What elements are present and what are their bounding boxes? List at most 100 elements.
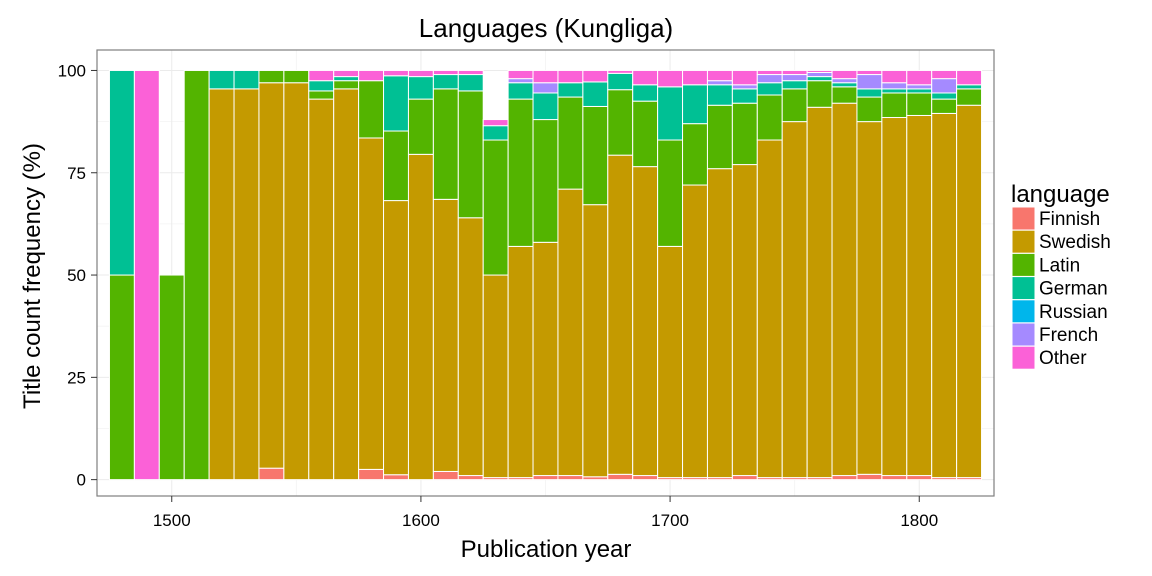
legend-swatch-finnish — [1011, 206, 1036, 231]
bar-segment-latin — [158, 274, 185, 481]
bar-segment-swedish — [308, 98, 335, 481]
bar-segment-finnish — [358, 468, 385, 481]
bar-segment-german — [682, 84, 708, 125]
bar-segment-other — [682, 69, 708, 86]
bar-segment-finnish — [632, 475, 659, 481]
bar-segment-other — [333, 69, 360, 78]
bar-segment-german — [208, 69, 235, 90]
bar-segment-french — [931, 78, 958, 94]
bar-segment-other — [906, 69, 933, 86]
bar-segment-swedish — [208, 88, 235, 481]
x-axis-title: Publication year — [461, 536, 632, 563]
bar-segment-swedish — [607, 154, 634, 475]
bar-segment-latin — [108, 274, 135, 481]
legend-title: language — [1011, 181, 1110, 208]
bar-segment-french — [856, 74, 883, 90]
bar-segment-finnish — [906, 475, 933, 481]
bar-segment-latin — [706, 104, 733, 170]
y-tick-label: 0 — [77, 471, 86, 490]
bar-segment-other — [308, 69, 335, 82]
bar-segment-german — [906, 88, 933, 94]
bar-segment-swedish — [731, 164, 758, 477]
y-tick-label: 50 — [67, 266, 86, 285]
bar-segment-swedish — [682, 184, 708, 479]
legend-label-other: Other — [1039, 348, 1087, 369]
bar-segment-finnish — [856, 473, 883, 481]
bar-segment-german — [582, 81, 609, 107]
panel-border — [96, 49, 995, 497]
bar-segment-german — [632, 84, 659, 102]
bar-segment-german — [931, 92, 958, 100]
bar-segment-french — [806, 72, 833, 78]
bar-segment-german — [956, 84, 983, 90]
bar-segment-german — [756, 82, 783, 96]
bar-segment-finnish — [258, 467, 285, 481]
bar-segment-french — [906, 84, 933, 90]
bar-segment-other — [806, 69, 833, 74]
bars — [108, 69, 983, 481]
bar-segment-german — [607, 72, 634, 91]
bar-segment-swedish — [457, 217, 484, 477]
bar-segment-swedish — [258, 82, 285, 469]
bar-segment-latin — [183, 69, 210, 481]
legend-swatch-russian — [1011, 299, 1036, 324]
bar-segment-swedish — [482, 274, 509, 479]
bar-segment-latin — [557, 96, 584, 190]
bar-segment-swedish — [532, 241, 559, 477]
y-axis: 0 25 50 75 100 — [58, 61, 97, 490]
bar-segment-german — [383, 75, 409, 132]
bar-segment-german — [781, 80, 808, 90]
legend-swatch-latin — [1011, 252, 1036, 277]
bar-segment-latin — [931, 98, 958, 114]
bar-segment-german — [482, 125, 509, 141]
legend-label-french: French — [1039, 325, 1098, 346]
bar-segment-french — [781, 74, 808, 82]
y-tick-label: 75 — [67, 164, 86, 183]
bar-segment-other — [781, 69, 808, 76]
bar-segment-latin — [657, 139, 684, 247]
bar-segment-german — [308, 80, 335, 92]
bar-segment-other — [432, 69, 459, 76]
bar-segment-latin — [806, 80, 833, 108]
bar-segment-swedish — [632, 166, 659, 477]
bar-segment-latin — [682, 123, 708, 186]
bar-segment-latin — [582, 105, 609, 206]
x-tick-label: 1600 — [402, 511, 440, 530]
bar-segment-other — [881, 69, 908, 84]
bar-segment-latin — [383, 130, 409, 202]
bar-segment-latin — [781, 88, 808, 123]
bar-segment-other — [956, 69, 983, 86]
bar-segment-swedish — [383, 200, 409, 476]
bar-segment-latin — [258, 69, 285, 84]
bar-segment-german — [532, 92, 559, 121]
bar-segment-swedish — [557, 188, 584, 477]
bar-segment-latin — [532, 119, 559, 243]
bar-segment-other — [133, 69, 160, 481]
bar-segment-german — [233, 69, 260, 90]
bar-segment-finnish — [557, 475, 584, 481]
bar-segment-german — [507, 82, 534, 100]
bar-segment-swedish — [233, 88, 260, 481]
y-tick-label: 25 — [67, 368, 86, 387]
bar-segment-german — [407, 76, 434, 100]
bar-segment-finnish — [432, 470, 459, 481]
bar-segment-german — [557, 82, 584, 98]
bar-segment-german — [333, 76, 360, 82]
bar-segment-latin — [308, 90, 335, 100]
bar-segment-french — [831, 78, 858, 84]
bar-segment-latin — [333, 80, 360, 90]
bar-segment-finnish — [731, 475, 758, 481]
legend-label-swedish: Swedish — [1039, 232, 1111, 253]
bar-segment-swedish — [706, 168, 733, 479]
bar-segment-swedish — [756, 139, 783, 479]
bar-segment-german — [881, 88, 908, 94]
bar-segment-other — [358, 69, 385, 82]
bar-segment-swedish — [333, 88, 360, 481]
bar-segment-finnish — [457, 475, 484, 481]
bar-segment-finnish — [383, 474, 409, 481]
x-tick-label: 1700 — [651, 511, 689, 530]
bar-segment-swedish — [283, 82, 310, 481]
bar-segment-latin — [632, 100, 659, 168]
